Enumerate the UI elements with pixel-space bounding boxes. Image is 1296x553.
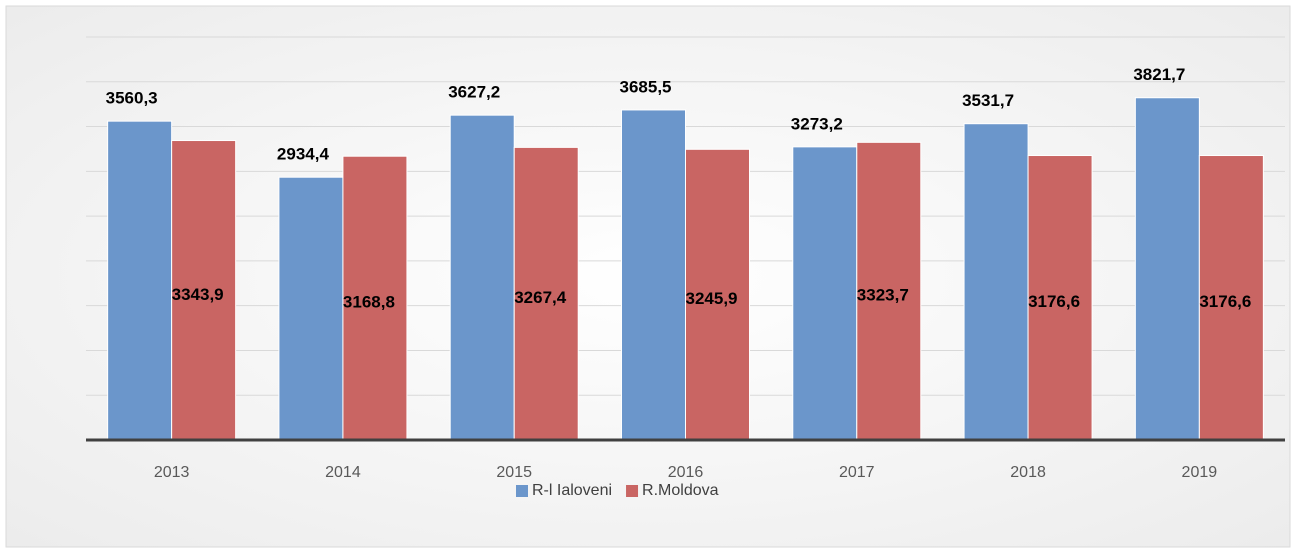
bar [856,141,922,441]
value-label: 3176,6 [1199,292,1251,311]
value-label: 3267,4 [514,288,567,307]
x-tick-label: 2015 [496,464,532,481]
value-label: 3560,3 [106,89,158,108]
bar [171,140,237,441]
x-tick-label: 2014 [325,464,361,481]
value-label: 3168,8 [343,293,395,312]
value-label: 3531,7 [962,91,1014,110]
x-tick-label: 2013 [154,464,190,481]
bar [278,176,344,441]
value-label: 2934,4 [277,145,330,164]
bar [513,146,579,441]
bar [792,146,858,441]
value-label: 3176,6 [1028,292,1080,311]
legend-swatch [626,485,639,497]
value-label: 3343,9 [172,285,224,304]
bar [963,123,1029,441]
legend-label: R-l Ialoveni [532,482,612,499]
value-label: 3627,2 [448,83,500,102]
bar [621,109,686,441]
bar [685,148,750,441]
bar [1134,97,1200,441]
value-label: 3821,7 [1133,65,1185,84]
value-label: 3323,7 [857,286,909,305]
legend-label: R.Moldova [642,482,719,499]
bar [449,114,515,441]
legend-swatch [516,485,528,497]
x-tick-label: 2019 [1182,464,1218,481]
value-label: 3245,9 [686,289,738,308]
bar [1198,155,1264,441]
value-label: 3273,2 [791,114,843,133]
bar [1027,155,1093,441]
x-tick-label: 2016 [668,464,704,481]
x-tick-label: 2017 [839,464,875,481]
bar [107,120,173,441]
value-label: 3685,5 [620,77,672,96]
x-tick-label: 2018 [1010,464,1046,481]
